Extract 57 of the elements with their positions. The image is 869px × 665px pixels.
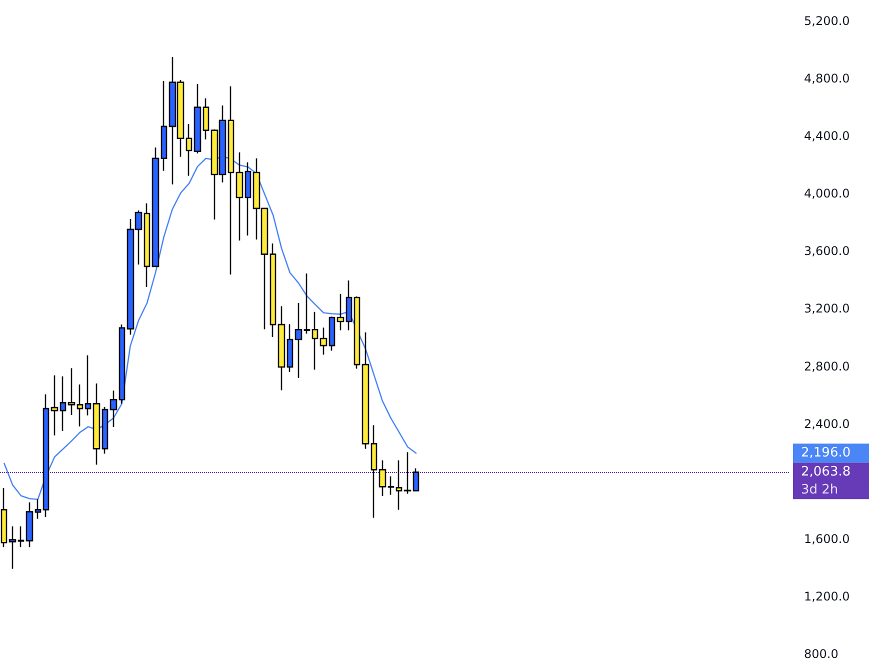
candlestick <box>0 487 8 548</box>
y-tick-label: 800.0 <box>804 647 838 661</box>
y-tick-label: 4,000.0 <box>804 186 850 201</box>
ref-line-label: 2,063.8 <box>801 464 851 480</box>
candlestick <box>228 86 234 276</box>
candlestick <box>152 146 160 268</box>
candlestick <box>76 384 84 428</box>
candlestick <box>244 162 252 236</box>
candlestick <box>194 83 202 154</box>
y-tick-label: 4,400.0 <box>804 129 850 144</box>
y-tick-label: 3,200.0 <box>804 302 850 316</box>
candlestick <box>278 306 286 391</box>
y-tick-label: 2,800.0 <box>804 359 850 374</box>
candlestick <box>388 476 394 496</box>
candlestick <box>84 354 92 416</box>
candlestick <box>370 424 378 518</box>
candlestick <box>320 326 328 356</box>
candlestick <box>92 382 100 466</box>
candlestick <box>328 316 336 352</box>
candlestick <box>42 394 50 518</box>
candlestick <box>236 152 244 242</box>
candlestick <box>50 374 58 436</box>
candlestick <box>294 302 302 379</box>
candlestick <box>286 324 294 373</box>
candlestick <box>26 502 34 548</box>
candlestick <box>144 202 150 288</box>
candlestick <box>378 460 386 497</box>
text: 3d 2h <box>801 482 838 498</box>
candlestick <box>60 376 66 432</box>
candlestick <box>68 368 76 416</box>
candlestick <box>202 98 210 140</box>
candlestick <box>18 526 24 548</box>
candlestick <box>396 460 402 510</box>
candlestick <box>118 324 126 404</box>
candlestick <box>160 80 168 172</box>
candlestick <box>312 311 318 370</box>
candlestick <box>186 124 192 176</box>
candlestick <box>336 293 344 331</box>
candlestick <box>102 406 108 454</box>
y-tick-label: 1,600.0 <box>804 532 850 546</box>
y-tick-label: 1,200.0 <box>804 589 850 604</box>
candlestick <box>346 280 352 331</box>
candlestick <box>354 296 360 370</box>
candlestick <box>34 498 42 520</box>
candlestick <box>404 452 412 494</box>
candlestick <box>304 272 310 334</box>
y-tick-label: 2,400.0 <box>804 416 850 431</box>
candlestick <box>270 242 276 338</box>
y-tick-label: 3,600.0 <box>804 244 850 258</box>
candlestick <box>412 468 420 492</box>
candlestick <box>362 332 370 450</box>
y-tick-label: 5,200.0 <box>804 14 850 28</box>
text: 2,196.0 <box>801 446 851 461</box>
y-tick-label: 4,800.0 <box>804 72 850 86</box>
line-series <box>4 156 417 500</box>
candlestick <box>110 390 118 428</box>
candlestick <box>8 526 16 570</box>
